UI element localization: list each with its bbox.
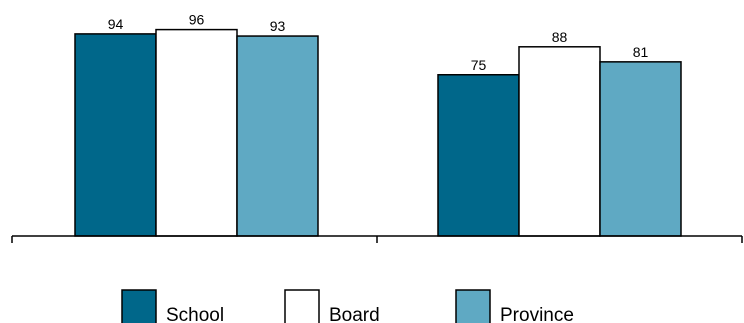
x-axis [11,235,743,243]
legend-swatch-board [284,289,320,323]
bars-group [74,28,682,237]
bar-school-1 [74,33,157,237]
data-label-board-2: 88 [552,29,568,45]
data-label-school-1: 94 [108,16,124,32]
legend-label-board: Board [329,305,380,323]
data-label-province-1: 93 [270,18,286,34]
legend-swatch-province [455,289,491,323]
bar-province-1 [236,35,319,237]
bar-province-2 [599,61,682,237]
bar-board-2 [518,46,601,237]
legend-label-school: School [166,305,224,323]
legend: School Board Province [121,289,574,323]
legend-label-province: Province [500,305,574,323]
bar-school-2 [437,74,520,237]
data-label-province-2: 81 [633,44,649,60]
value-labels-group: 94 75 96 88 93 81 [108,12,649,73]
data-label-board-1: 96 [189,12,205,28]
legend-swatch-school [121,289,157,323]
bar-board-1 [155,28,238,237]
data-label-school-2: 75 [471,57,487,73]
